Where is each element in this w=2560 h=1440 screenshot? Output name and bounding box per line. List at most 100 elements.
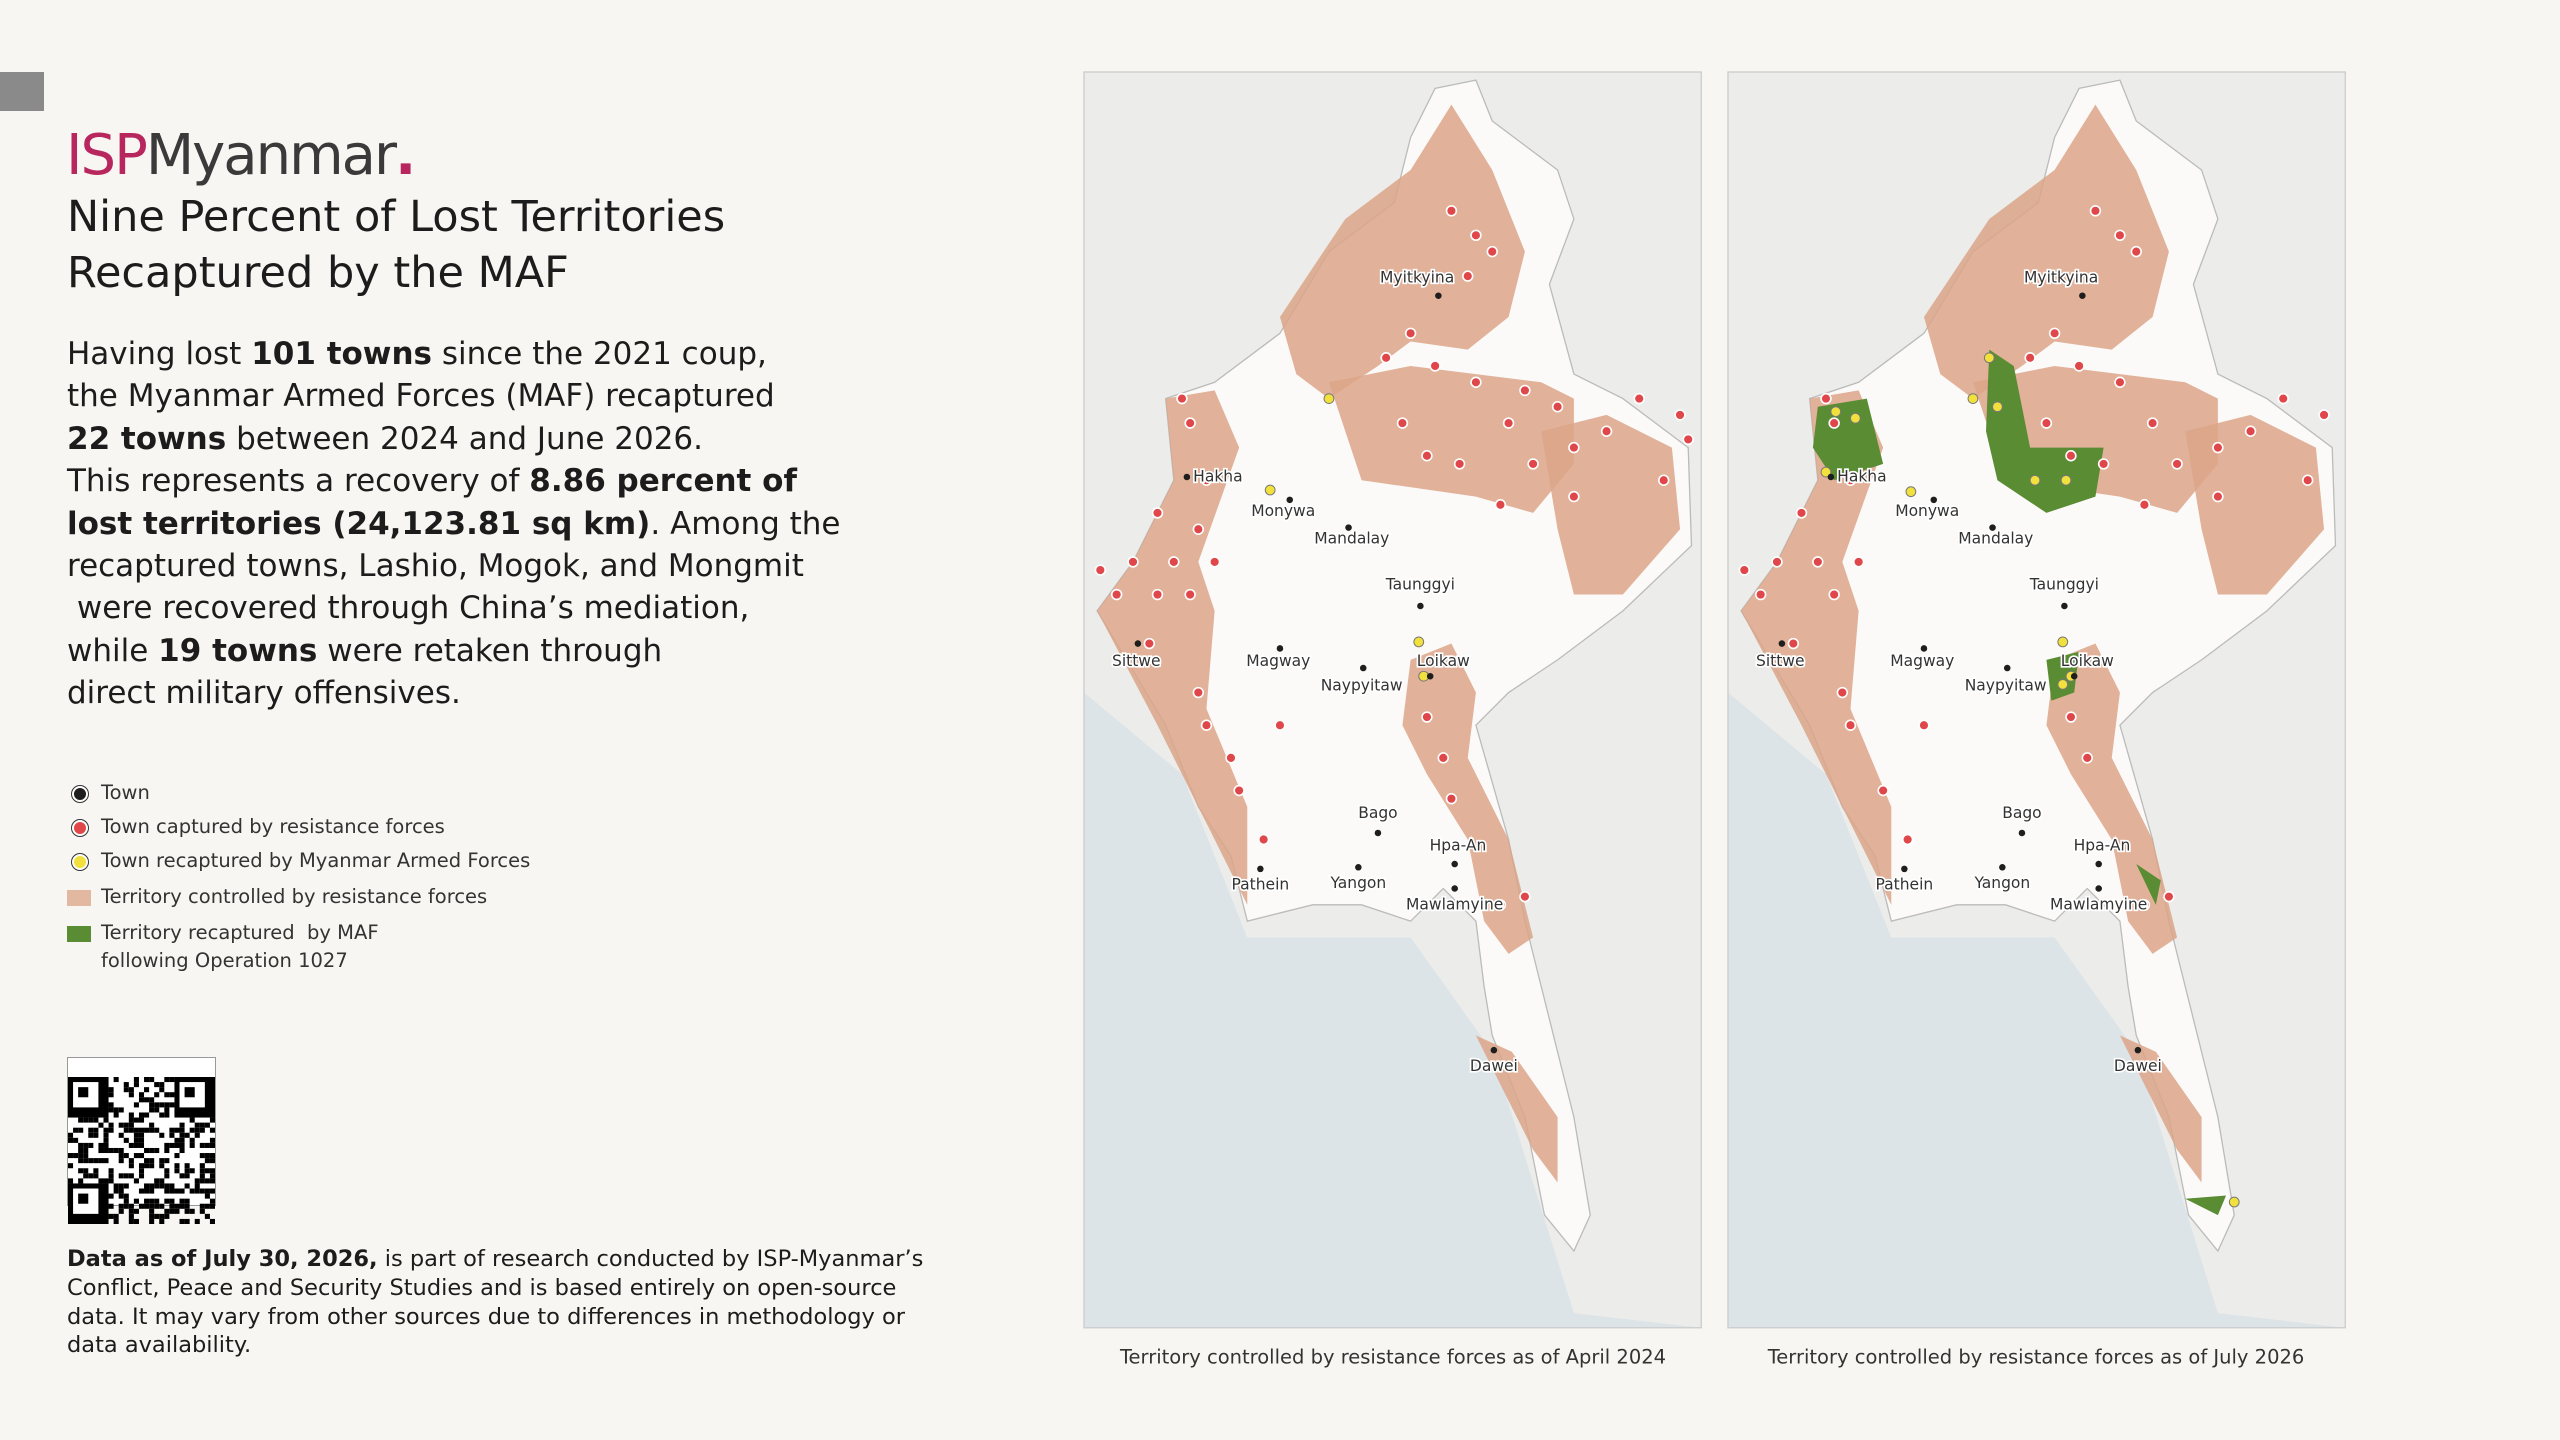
qr-cell	[78, 1158, 84, 1164]
qr-cell	[209, 1198, 215, 1204]
qr-cell	[179, 1147, 185, 1154]
qr-cell	[108, 1193, 114, 1199]
qr-cell	[159, 1218, 165, 1224]
town	[2018, 829, 2026, 837]
footnote-line: Conflict, Peace and Security Studies and…	[67, 1274, 896, 1303]
qr-cell	[199, 1178, 205, 1184]
town-label: Monywa	[1895, 502, 1959, 520]
qr-cell	[138, 1173, 145, 1179]
qr-cell	[154, 1198, 160, 1204]
captured-town	[1380, 352, 1392, 364]
town	[2003, 664, 2011, 672]
qr-cell	[133, 1102, 139, 1108]
qr-cell	[113, 1188, 119, 1194]
text-segment: Data as of July 30, 2026,	[67, 1246, 378, 1272]
qr-cell	[128, 1163, 134, 1169]
qr-cell	[189, 1137, 195, 1143]
qr-cell	[199, 1203, 205, 1209]
qr-cell	[209, 1218, 215, 1224]
qr-cell	[133, 1153, 139, 1159]
qr-cell	[209, 1203, 215, 1209]
qr-cell	[103, 1137, 109, 1143]
captured-town	[1462, 270, 1474, 282]
qr-cell	[144, 1198, 150, 1204]
town-label: Mandalay	[1958, 530, 2033, 548]
captured-town	[1110, 588, 1123, 601]
text-segment: is part of research conducted by ISP-Mya…	[377, 1246, 924, 1272]
qr-cell	[164, 1102, 170, 1108]
qr-cell	[144, 1147, 150, 1154]
town	[1426, 672, 1434, 680]
town-label: Bago	[2002, 804, 2041, 822]
recaptured-town	[1905, 486, 1917, 498]
qr-cell	[118, 1147, 124, 1154]
text-segment: 19 towns	[158, 632, 318, 669]
qr-cell	[199, 1163, 205, 1169]
qr-cell	[108, 1127, 114, 1133]
qr-cell	[88, 1127, 94, 1133]
captured-town	[1421, 711, 1433, 723]
qr-cell	[128, 1122, 134, 1128]
footnote-line: data. It may vary from other sources due…	[67, 1303, 905, 1332]
town-label: Yangon	[1329, 874, 1386, 892]
qr-cell	[88, 1132, 94, 1138]
qr-cell	[83, 1117, 89, 1123]
qr-cell	[128, 1213, 134, 1219]
qr-cell	[154, 1183, 160, 1189]
qr-cell	[123, 1183, 129, 1189]
qr-cell	[108, 1213, 114, 1219]
captured-town	[1820, 392, 1832, 405]
town-label: Myitkyina	[1380, 268, 1454, 286]
qr-cell	[164, 1112, 170, 1118]
qr-cell	[184, 1208, 190, 1214]
qr-cell	[189, 1188, 195, 1194]
qr-cell	[118, 1153, 124, 1159]
town-label: Bago	[1358, 804, 1397, 822]
qr-cell	[164, 1142, 170, 1148]
qr-cell	[209, 1173, 215, 1179]
qr-cell	[138, 1168, 145, 1174]
qr-cell	[199, 1142, 205, 1148]
captured-town	[1771, 556, 1783, 568]
qr-cell	[159, 1087, 165, 1093]
resistance-territory	[1402, 643, 1534, 954]
qr-cell	[149, 1107, 155, 1113]
text-segment: while	[67, 632, 159, 669]
qr-cell	[68, 1132, 74, 1138]
qr-cell	[128, 1208, 134, 1214]
qr-cell	[78, 1117, 84, 1123]
captured-town	[2114, 376, 2126, 388]
resistance-territory	[1279, 104, 1525, 399]
qr-cell	[149, 1127, 155, 1133]
qr-cell	[128, 1087, 134, 1093]
qr-cell	[169, 1127, 175, 1133]
captured-town	[2089, 205, 2102, 217]
map-frame	[1727, 71, 2346, 1329]
qr-cell	[133, 1137, 139, 1143]
town-label: Monywa	[1251, 502, 1315, 520]
qr-cell	[103, 1132, 109, 1138]
qr-cell	[113, 1213, 119, 1219]
qr-cell	[103, 1127, 109, 1133]
qr-cell	[93, 1158, 99, 1164]
town-label: Dawei	[2114, 1057, 2162, 1075]
resistance-territory	[1741, 390, 1892, 905]
town-label: Loikaw	[1417, 652, 1470, 670]
qr-cell	[209, 1188, 215, 1194]
town	[2061, 602, 2068, 610]
qr-cell	[108, 1173, 114, 1179]
qr-cell	[199, 1122, 205, 1128]
qr-cell	[68, 1153, 74, 1159]
qr-cell	[103, 1142, 109, 1148]
qr-cell	[159, 1158, 165, 1164]
recaptured-town	[2228, 1196, 2240, 1208]
qr-cell	[78, 1178, 84, 1184]
qr-cell	[174, 1142, 180, 1148]
qr-cell	[164, 1092, 170, 1098]
qr-cell	[128, 1218, 134, 1224]
qr-cell	[189, 1117, 195, 1123]
qr-cell	[179, 1188, 185, 1194]
qr-cell	[118, 1193, 124, 1199]
qr-cell	[83, 1153, 89, 1159]
body-line: 22 towns between 2024 and June 2026.	[67, 418, 703, 460]
